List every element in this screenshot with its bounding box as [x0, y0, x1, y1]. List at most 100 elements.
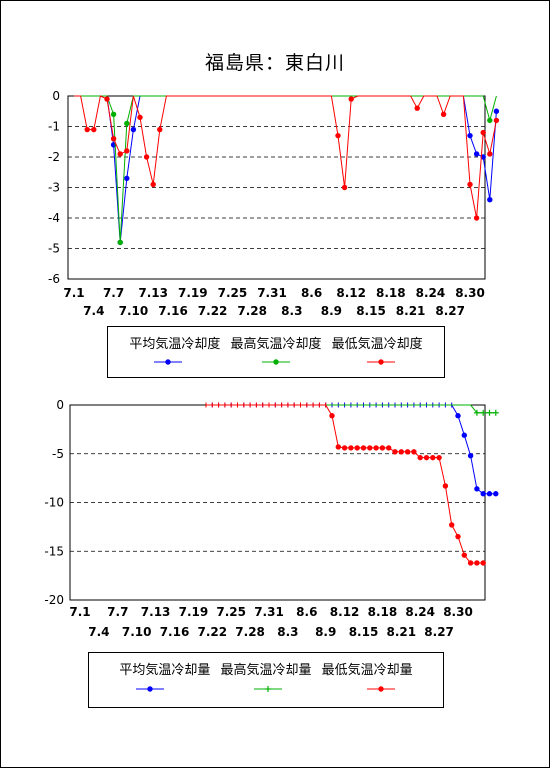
data-point	[480, 409, 487, 416]
data-point	[455, 413, 461, 419]
data-point	[341, 184, 348, 191]
data-point	[436, 454, 442, 461]
data-point	[467, 560, 474, 566]
x-tick-label: 8.3	[277, 625, 298, 639]
x-tick-label: 8.9	[321, 304, 342, 318]
x-tick-label: 8.15	[356, 304, 386, 318]
x-tick-label: 8.21	[396, 304, 426, 318]
data-point	[430, 454, 436, 461]
data-point	[473, 151, 480, 157]
data-point	[492, 409, 499, 416]
legend-swatch-marker	[147, 686, 153, 692]
page-title: 福島県：東白川	[204, 52, 345, 74]
series-line-2	[74, 95, 497, 219]
x-tick-label: 8.3	[281, 304, 302, 318]
data-point	[480, 491, 486, 497]
data-point	[335, 444, 341, 450]
x-tick-label: 8.6	[296, 605, 317, 619]
data-point	[404, 449, 411, 455]
x-tick-label: 8.9	[315, 625, 336, 639]
x-tick-label: 7.10	[122, 625, 152, 639]
legend-daily: 平均気温冷却度 最高気温冷却度 最低気温冷却度	[107, 326, 445, 378]
data-point	[487, 151, 493, 157]
data-point	[124, 175, 130, 182]
x-tick-label: 8.27	[435, 304, 465, 318]
y-tick-label: -15	[44, 544, 64, 558]
x-tick-label: 7.31	[254, 605, 284, 619]
data-point	[124, 120, 130, 127]
data-point	[354, 445, 360, 451]
data-point	[360, 445, 367, 451]
legend-swatch-marker	[378, 686, 384, 692]
data-point	[493, 108, 500, 114]
data-point	[493, 117, 500, 124]
legend-label-max: 最高気温冷却度	[230, 337, 322, 352]
x-tick-label: 7.4	[88, 625, 109, 639]
x-tick-label: 7.16	[158, 304, 188, 318]
data-point	[473, 409, 480, 416]
x-tick-label: 7.10	[119, 304, 149, 318]
data-point	[474, 486, 480, 492]
x-tick-label: 8.21	[386, 625, 416, 639]
y-tick-label: -2	[48, 150, 60, 164]
data-point	[348, 445, 354, 451]
data-point	[398, 449, 404, 455]
x-tick-label: 7.13	[138, 286, 168, 300]
y-tick-label: -5	[52, 447, 64, 461]
data-point	[449, 522, 455, 528]
data-point	[335, 132, 341, 139]
y-tick-label: -5	[48, 242, 60, 256]
x-tick-label: 8.18	[368, 605, 398, 619]
data-point	[143, 154, 150, 160]
x-tick-label: 8.6	[301, 286, 322, 300]
series-line-2	[206, 404, 484, 564]
x-tick-label: 8.30	[455, 286, 485, 300]
data-point	[104, 96, 110, 102]
legend-samples	[154, 359, 395, 365]
data-point	[329, 413, 335, 419]
data-point	[348, 96, 354, 102]
x-tick-label: 8.27	[424, 625, 454, 639]
x-tick-label: 7.1	[69, 605, 90, 619]
data-point	[392, 449, 398, 455]
legend-samples	[136, 686, 395, 692]
x-tick-label: 8.18	[376, 286, 406, 300]
y-tick-label: -3	[48, 181, 60, 195]
x-tick-label: 8.24	[405, 605, 435, 619]
data-point	[117, 151, 123, 157]
x-tick-label: 7.1	[63, 286, 84, 300]
x-tick-label: 7.19	[178, 286, 208, 300]
data-point	[411, 449, 417, 455]
data-point	[461, 432, 467, 438]
data-point	[379, 445, 386, 451]
data-point	[137, 114, 143, 121]
data-point	[373, 445, 379, 451]
data-point	[386, 445, 392, 451]
data-point	[461, 552, 467, 558]
legend-cumulative: 平均気温冷却量 最高気温冷却量 最低気温冷却量	[88, 652, 444, 708]
x-tick-label: 7.25	[216, 605, 246, 619]
x-tick-label: 7.25	[218, 286, 248, 300]
data-point	[474, 560, 480, 566]
data-point	[455, 533, 461, 540]
data-point	[414, 105, 420, 111]
legend-label-mean: 平均気温冷却量	[119, 663, 211, 678]
data-point	[467, 132, 473, 139]
x-tick-label: 7.22	[197, 625, 227, 639]
y-tick-label: 0	[56, 398, 64, 412]
data-point	[467, 453, 474, 459]
data-point	[367, 445, 373, 451]
data-point	[130, 126, 137, 133]
y-tick-label: -4	[48, 211, 60, 225]
data-point	[110, 136, 117, 142]
data-point	[487, 197, 493, 203]
legend-label-min: 最低気温冷却度	[331, 337, 423, 352]
data-point	[117, 239, 123, 246]
y-tick-label: -10	[44, 496, 64, 510]
data-point	[486, 409, 493, 416]
legend-swatch-marker	[165, 359, 171, 365]
data-point	[341, 445, 348, 451]
legend-label-mean: 平均気温冷却度	[129, 337, 221, 352]
x-tick-label: 7.7	[107, 605, 128, 619]
